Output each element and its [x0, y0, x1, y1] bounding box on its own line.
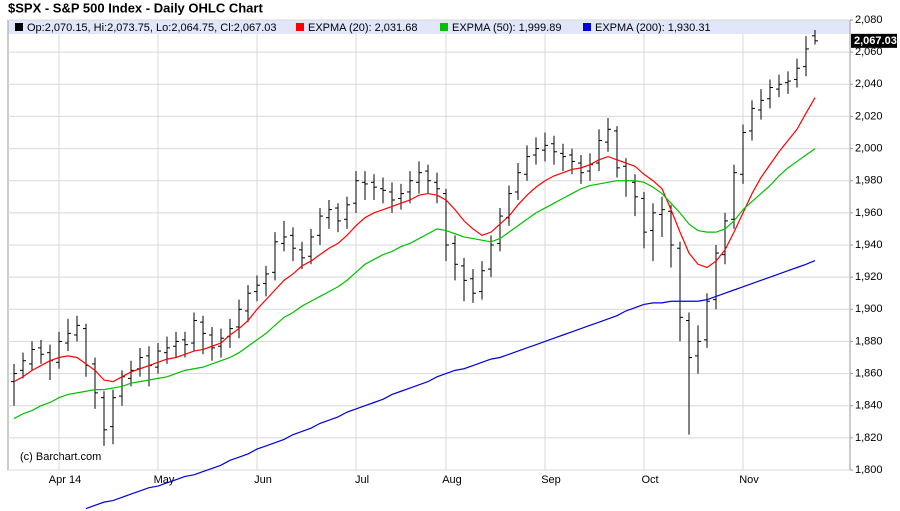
y-tick-label: 2,080 — [855, 14, 883, 26]
legend-swatch — [296, 23, 304, 31]
ema-line — [13, 97, 816, 383]
x-tick-label: May — [154, 474, 175, 486]
ema-line — [13, 148, 816, 420]
x-tick-label: Nov — [739, 474, 759, 486]
y-tick-label: 1,940 — [855, 239, 883, 251]
x-tick-label: Sep — [541, 474, 561, 486]
chart-title: $SPX - S&P 500 Index - Daily OHLC Chart — [8, 0, 263, 15]
legend-bar — [8, 20, 850, 34]
last-price-label: 2,067.03 — [854, 35, 897, 47]
x-tick-label: Apr 14 — [49, 474, 81, 486]
x-tick-label: Oct — [641, 474, 658, 486]
y-tick-label: 2,040 — [855, 78, 883, 90]
y-tick-label: 1,920 — [855, 271, 883, 283]
y-tick-label: 1,800 — [855, 464, 883, 476]
y-tick-label: 2,060 — [855, 46, 883, 58]
y-tick-label: 1,900 — [855, 303, 883, 315]
y-tick-label: 1,860 — [855, 367, 883, 379]
y-tick-label: 1,960 — [855, 207, 883, 219]
last-price-tag — [851, 33, 897, 48]
legend-swatch — [15, 23, 23, 31]
legend-swatch — [583, 23, 591, 31]
y-tick-label: 2,000 — [855, 142, 883, 154]
x-tick-label: Jul — [355, 474, 369, 486]
legend-entry: Op:2,070.15, Hi:2,073.75, Lo:2,064.75, C… — [27, 22, 277, 34]
y-tick-label: 1,840 — [855, 400, 883, 412]
ema-line — [85, 260, 816, 510]
watermark: (c) Barchart.com — [20, 451, 101, 463]
y-tick-label: 1,820 — [855, 432, 883, 444]
legend-entry: EXPMA (50): 1,999.89 — [452, 22, 561, 34]
legend-entry: EXPMA (20): 2,031.68 — [308, 22, 417, 34]
y-tick-label: 1,880 — [855, 335, 883, 347]
y-tick-label: 1,980 — [855, 175, 883, 187]
y-tick-label: 2,020 — [855, 110, 883, 122]
legend-entry: EXPMA (200): 1,930.31 — [595, 22, 711, 34]
x-tick-label: Aug — [442, 474, 462, 486]
x-tick-label: Jun — [254, 474, 272, 486]
legend-swatch — [440, 23, 448, 31]
